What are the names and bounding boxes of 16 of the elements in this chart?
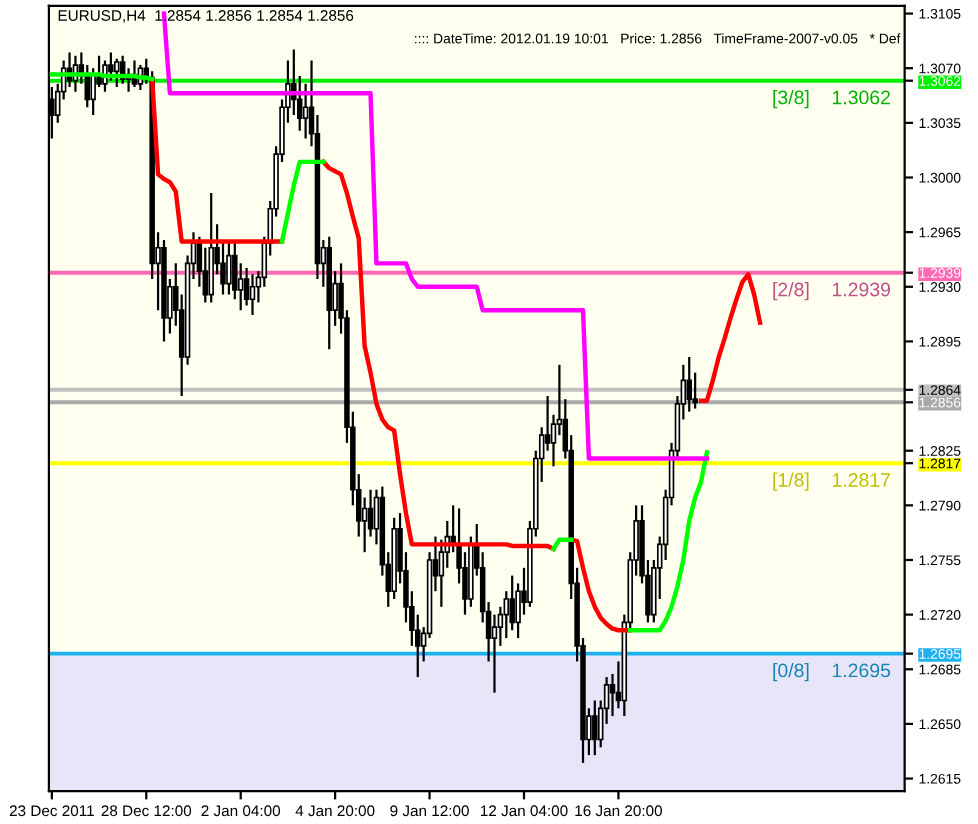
candlestick (592, 699, 598, 757)
candlestick (108, 51, 114, 82)
candlestick (237, 262, 244, 312)
candlestick (361, 496, 368, 554)
candlestick (509, 574, 515, 632)
candlestick (686, 355, 692, 413)
ref-line-label: [3/8] 1.3062 (773, 90, 890, 109)
candlestick (226, 238, 232, 296)
ref-line-label: [2/8] 1.2939 (773, 282, 890, 301)
candlestick (249, 273, 256, 316)
candlestick (243, 266, 250, 307)
candlestick (114, 57, 120, 89)
candlestick (503, 590, 510, 640)
ref-line-label: [0/8] 1.2695 (773, 663, 891, 682)
candlestick (208, 192, 214, 304)
ref-line-label: [1/8] 1.2817 (773, 472, 890, 491)
